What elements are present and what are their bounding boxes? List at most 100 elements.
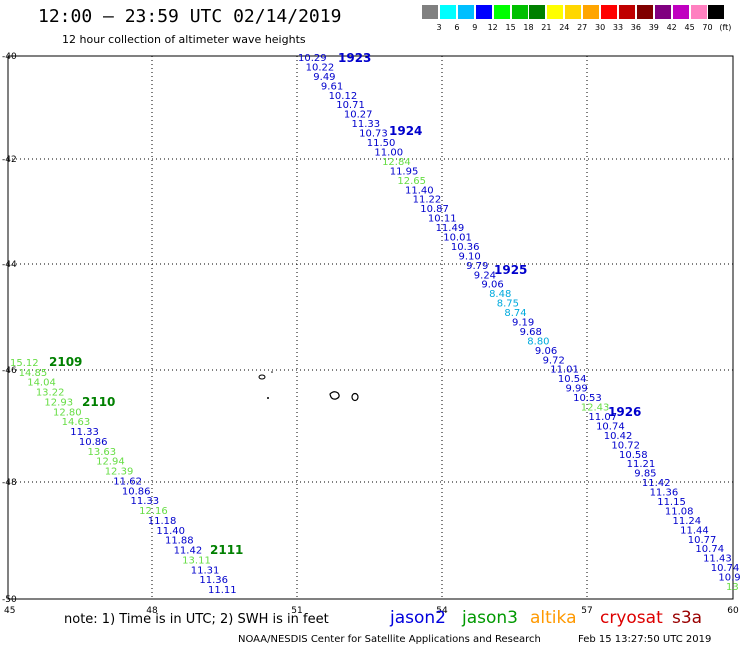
swh-value-label: 12.80 [53, 407, 82, 418]
track-id-label: 1925 [494, 263, 527, 277]
island [351, 392, 359, 402]
swh-value-label: 11.21 [627, 459, 656, 470]
swh-value-label: 10.22 [306, 62, 335, 73]
satellite-label-altika: altika [530, 608, 577, 628]
swh-value-label: 9.06 [481, 280, 503, 291]
swh-value-label: 12.39 [105, 467, 134, 478]
satellite-label-jason3: jason3 [462, 608, 518, 628]
legend-swatch [672, 5, 689, 19]
swh-value-label: 11.24 [673, 516, 702, 527]
legend-swatch [511, 5, 528, 19]
swh-value-label: 10.36 [451, 242, 480, 253]
swh-value-label: 10.71 [336, 100, 365, 111]
swh-value-label: 10.77 [688, 535, 717, 546]
swh-value-label: 13.11 [182, 555, 211, 566]
legend-label: 36 [630, 23, 641, 32]
legend-swatch [439, 5, 456, 19]
legend-label: 15 [505, 23, 516, 32]
latitude-tick-label: -42 [2, 155, 17, 165]
swh-value-label: 11.95 [390, 166, 419, 177]
swh-value-label: 10.54 [558, 374, 587, 385]
track-id-label: 1926 [608, 405, 641, 419]
swh-value-label: 11.15 [657, 497, 686, 508]
map-title: 12:00 — 23:59 UTC 02/14/2019 [38, 6, 342, 27]
legend-swatch [422, 5, 438, 19]
swh-value-label: 14.63 [62, 417, 91, 428]
swh-value-label: 8.75 [497, 299, 519, 310]
swh-value-label: 11.07 [588, 412, 617, 423]
map-frame [7, 55, 734, 600]
legend-label: 18 [523, 23, 534, 32]
swh-labels: 10.2910.229.499.6110.1210.7110.2711.3310… [10, 53, 740, 596]
legend-label: 39 [648, 23, 659, 32]
swh-value-label: 14.04 [27, 378, 56, 389]
swh-value-label: 11.36 [199, 575, 228, 586]
swh-value-label: 10.72 [611, 440, 640, 451]
satellite-label-s3a: s3a [672, 608, 703, 628]
legend-swatch [654, 5, 671, 19]
legend-label: 27 [577, 23, 588, 32]
legend-swatch [618, 5, 635, 19]
legend-label: 45 [684, 23, 695, 32]
swh-value-label: 10.86 [122, 486, 151, 497]
swh-value-label: 12.16 [139, 506, 168, 517]
map-subtitle: 12 hour collection of altimeter wave hei… [62, 33, 306, 46]
swh-value-label: 10.29 [298, 53, 327, 64]
legend-label: 6 [454, 23, 460, 32]
track-id-label: 2109 [49, 355, 82, 369]
swh-value-label: 11.49 [436, 223, 465, 234]
legend-label: 12 [487, 23, 498, 32]
legend-label: 3 [436, 23, 442, 32]
legend-swatch [547, 5, 564, 19]
swh-value-label: 11.01 [550, 365, 579, 376]
latitude-tick-label: -50 [2, 595, 17, 605]
swh-value-label: 11.40 [156, 526, 185, 537]
swh-value-label: 8.74 [504, 308, 526, 319]
swh-value-label: 13.63 [87, 447, 116, 458]
island [258, 374, 266, 380]
legend-swatch [457, 5, 474, 19]
legend-label: (ft) [719, 23, 732, 32]
swh-value-label: 11.42 [174, 546, 203, 557]
swh-value-label: 9.19 [512, 318, 534, 329]
swh-value-label: 11.11 [208, 585, 237, 596]
swh-value-label: 10.73 [359, 129, 388, 140]
track-labels: 1923 1924 1925 1926 2109 2110 2111 [49, 51, 641, 557]
island [267, 397, 269, 399]
footer-note: note: 1) Time is in UTC; 2) SWH is in fe… [64, 612, 329, 627]
islands [258, 371, 359, 402]
legend-swatch [529, 5, 546, 19]
wave-height-color-legend: 3 6 9 12 15 18 21 24 27 30 33 36 39 42 45 70 (ft) [422, 5, 731, 35]
swh-value-label: 11.08 [665, 506, 694, 517]
swh-value-label: 10.74 [695, 544, 724, 555]
footer-timestamp: Feb 15 13:27:50 UTC 2019 [578, 634, 712, 645]
longitude-tick-label: 60 [727, 606, 739, 616]
swh-value-label: 11.36 [650, 488, 679, 499]
legend-swatch [565, 5, 582, 19]
swh-value-label: 9.79 [466, 261, 488, 272]
swh-value-label: 10.27 [344, 110, 373, 121]
legend-swatch [636, 5, 653, 19]
swh-value-label: 9.61 [321, 81, 343, 92]
swh-value-label: 13 [726, 582, 739, 593]
latitude-tick-label: -46 [2, 366, 17, 376]
track-id-label: 1923 [338, 51, 371, 65]
longitude-tick-label: 54 [436, 606, 448, 616]
swh-value-label: 11.31 [191, 565, 220, 576]
swh-value-label: 9.06 [535, 346, 557, 357]
legend-swatch [583, 5, 600, 19]
swh-value-label: 11.88 [165, 536, 194, 547]
swh-value-label: 11.62 [113, 476, 142, 487]
swh-value-label: 11.22 [413, 195, 442, 206]
swh-value-label: 12.84 [382, 157, 411, 168]
latitude-tick-label: -40 [2, 52, 17, 62]
latitude-tick-label: -44 [2, 260, 17, 270]
satellite-label-cryosat: cryosat [600, 608, 663, 628]
swh-value-label: 9.85 [634, 469, 656, 480]
swh-value-label: 10.74 [711, 563, 740, 574]
legend-label: 30 [595, 23, 606, 32]
legend-label: 70 [702, 23, 713, 32]
swh-value-label: 11.00 [374, 147, 403, 158]
longitude-tick-label: 51 [291, 606, 302, 616]
